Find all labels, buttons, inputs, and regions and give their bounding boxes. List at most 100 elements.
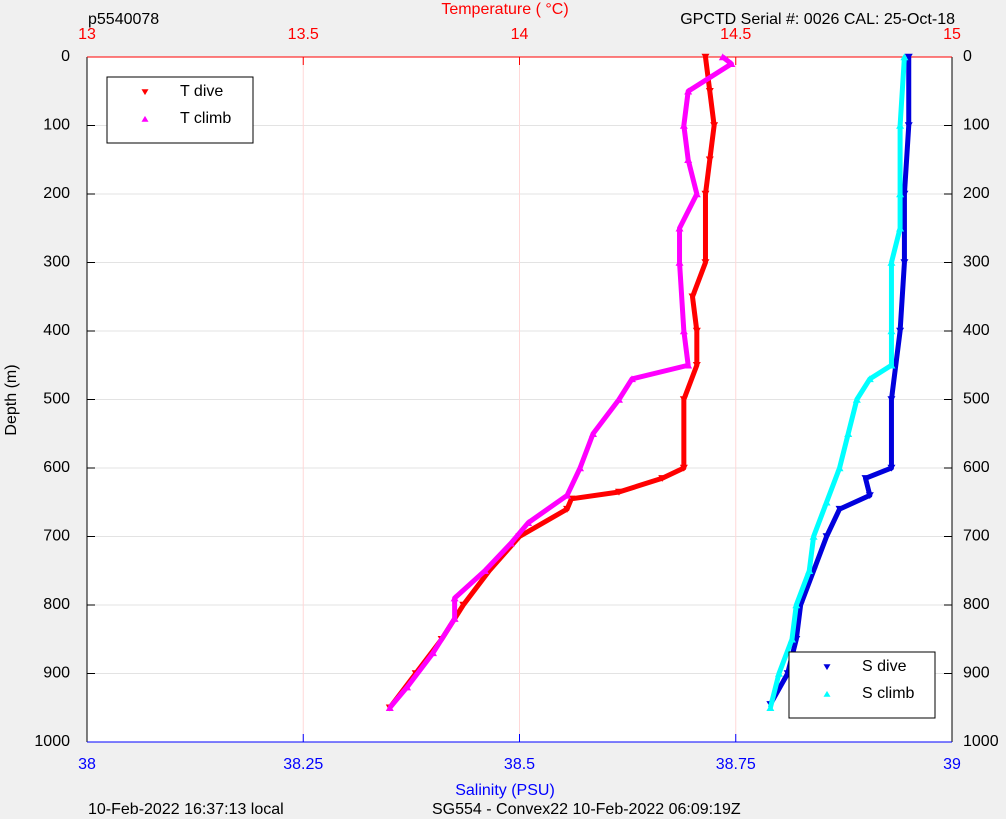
profile-point	[896, 327, 905, 335]
y-tick-label: 900	[43, 665, 70, 682]
profile-point	[787, 635, 796, 643]
x2-tick-label: 15	[943, 26, 961, 43]
profile-point	[701, 190, 710, 198]
profile-point	[900, 259, 909, 267]
profile-point	[385, 704, 394, 711]
x-tick-label: 38	[78, 756, 96, 773]
x-tick-label: 38.75	[716, 756, 756, 773]
profile-point	[822, 533, 831, 541]
footer-left: 10-Feb-2022 16:37:13 local	[88, 801, 284, 818]
y-tick-label-right: 700	[963, 528, 990, 545]
profile-point	[861, 475, 870, 482]
legend-marker	[141, 89, 149, 96]
x-tick-label: 39	[943, 756, 961, 773]
y-tick-label: 100	[43, 117, 70, 134]
footer-right: SG554 - Convex22 10-Feb-2022 06:09:19Z	[432, 801, 741, 818]
legend-box	[106, 76, 254, 144]
legend-marker	[141, 115, 149, 122]
y-tick-label: 300	[43, 254, 70, 271]
profile-point	[705, 156, 714, 164]
profile-point	[684, 156, 693, 163]
profile-point	[852, 395, 861, 403]
y-tick-label-right: 300	[963, 254, 990, 271]
profile-point	[675, 224, 684, 232]
profile-point	[692, 327, 701, 335]
profile-point	[809, 532, 818, 540]
profile-point	[506, 539, 515, 547]
profile-point	[835, 505, 844, 513]
profile-point	[450, 594, 459, 602]
profile-point	[679, 327, 688, 335]
y-tick-label: 0	[61, 48, 70, 65]
profile-point	[887, 361, 896, 369]
y-tick-label: 200	[43, 185, 70, 202]
profile-point	[705, 88, 714, 95]
y-tick-label-right: 0	[963, 48, 972, 65]
profile-point	[896, 121, 905, 129]
profile-point	[701, 53, 710, 61]
profile-point	[684, 87, 693, 95]
profile-point	[887, 464, 896, 472]
profile-point	[614, 395, 623, 403]
profile-point	[658, 475, 667, 482]
y-tick-label-right: 900	[963, 665, 990, 682]
y-tick-label-right: 1000	[963, 733, 999, 750]
y-tick-label-right: 100	[963, 117, 990, 134]
profile-point	[679, 396, 688, 404]
profile-point	[684, 361, 693, 369]
legend-box	[788, 651, 936, 719]
x-tick-label: 38.25	[283, 756, 323, 773]
profile-point	[718, 53, 727, 61]
profile-point	[727, 60, 736, 68]
legend-marker	[823, 664, 831, 671]
legend-label: T dive	[180, 83, 223, 100]
profile-point	[524, 519, 533, 526]
profile-point	[688, 293, 697, 301]
profile-point	[792, 601, 801, 609]
profile-point	[480, 567, 489, 574]
profile-point	[403, 683, 412, 691]
profile-point	[775, 669, 783, 677]
profile-point	[459, 601, 468, 609]
legend-label: T climb	[180, 110, 231, 127]
profile-point	[904, 122, 913, 130]
profile-point	[692, 362, 701, 369]
profile-point	[865, 375, 874, 383]
profile-point	[627, 375, 636, 383]
legend-label: S climb	[862, 685, 915, 702]
profile-point	[576, 464, 585, 472]
profile-point	[450, 615, 459, 622]
y-tick-label-right: 800	[963, 596, 990, 613]
y-tick-label: 600	[43, 459, 70, 476]
profile-point	[679, 121, 688, 129]
profile-point	[896, 224, 905, 232]
x2-tick-label: 14.5	[720, 26, 751, 43]
x2-label: Temperature ( °C)	[441, 1, 568, 18]
profile-point	[563, 505, 572, 513]
x2-tick-label: 13.5	[288, 26, 319, 43]
x-label: Salinity (PSU)	[455, 782, 555, 799]
y-tick-label-right: 200	[963, 185, 990, 202]
profile-point	[887, 327, 896, 335]
legend-label: S dive	[862, 658, 907, 675]
profile-point	[865, 492, 874, 499]
profile-point	[887, 258, 896, 266]
profile-point	[766, 704, 775, 711]
profile-line	[767, 56, 907, 709]
profile-point	[844, 430, 853, 437]
profile-point	[822, 498, 831, 506]
y-tick-label: 800	[43, 596, 70, 613]
profile-point	[614, 488, 623, 496]
profile-point	[900, 53, 909, 61]
y-label: Depth (m)	[3, 364, 20, 435]
profile-point	[679, 464, 688, 472]
x2-tick-label: 13	[78, 26, 96, 43]
header-right: GPCTD Serial #: 0026 CAL: 25-Oct-18	[680, 11, 955, 28]
y-tick-label-right: 400	[963, 322, 990, 339]
profile-point	[896, 190, 905, 198]
profile-point	[589, 430, 598, 437]
profile-point	[887, 396, 896, 404]
y-tick-label-right: 600	[963, 459, 990, 476]
